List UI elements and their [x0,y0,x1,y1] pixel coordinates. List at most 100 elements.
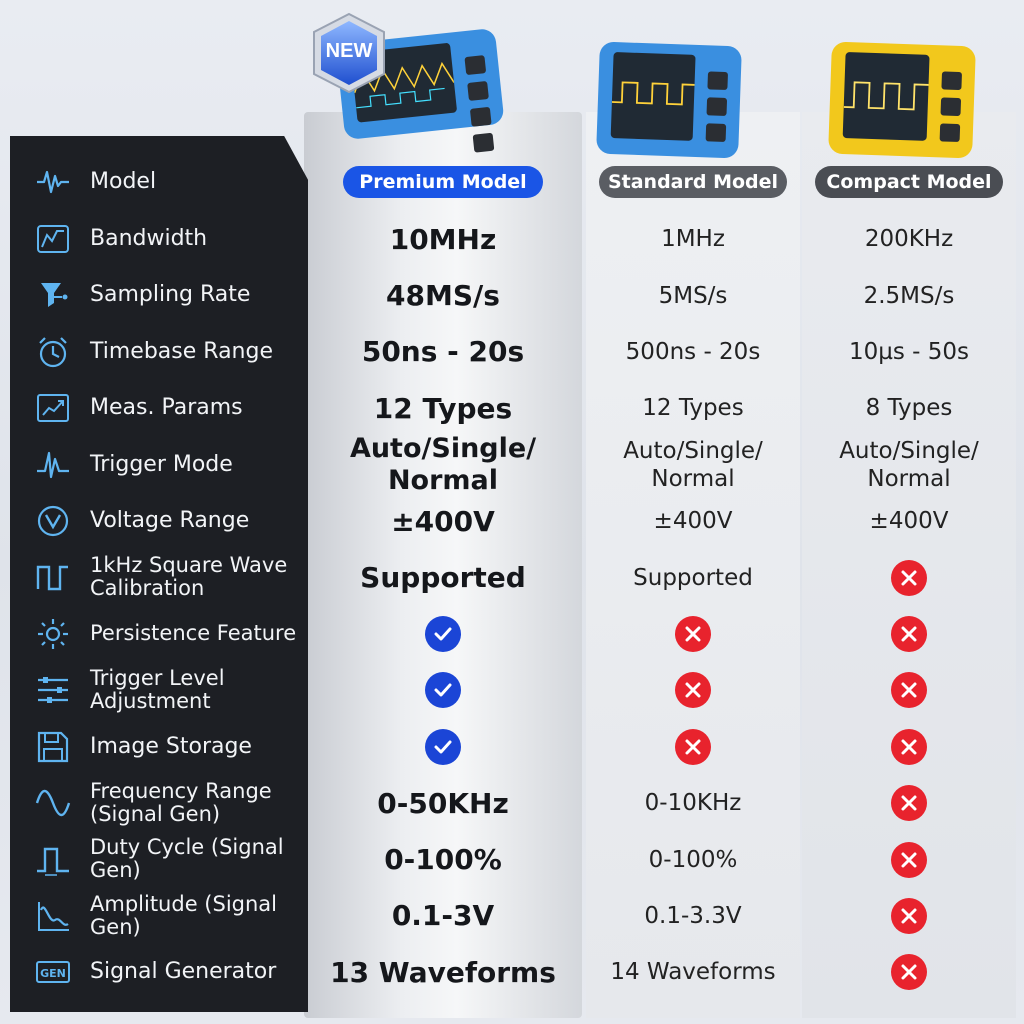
feature-row-label: Amplitude (Signal Gen) [10,888,308,944]
standard-value: 0-10KHz [644,790,742,817]
feature-label: Duty Cycle (Signal Gen) [90,835,284,883]
sine-wave-icon [33,783,73,823]
gen-icon: GEN [33,952,73,992]
trigger-icon [33,445,73,485]
cross-icon [891,615,927,652]
model-header-label: Model [90,169,157,194]
feature-label: Persistence Feature [90,621,297,646]
pulse-icon [33,839,73,879]
feature-row-label: Trigger Mode [10,437,308,493]
premium-value: 10MHz [389,222,497,256]
compact-cross-cell [802,831,1016,887]
standard-value: 5MS/s [658,282,728,309]
feature-row-label: Meas. Params [10,380,308,436]
feature-label: Meas. Params [90,395,243,421]
standard-cross-cell [586,719,800,775]
waveform-icon [33,162,73,202]
compact-model-pill: Compact Model [815,166,1003,198]
new-badge-text: NEW [325,40,373,62]
square-wave-icon [33,557,73,597]
standard-value: 0-100% [648,846,738,873]
model-header-row: Model [10,154,308,210]
feature-row-label: Timebase Range [10,324,308,380]
svg-text:GEN: GEN [40,967,66,980]
feature-label: Trigger Level Adjustment [90,666,225,714]
compact-cross-cell [802,719,1016,775]
feature-row-label: Frequency Range (Signal Gen) [10,775,308,831]
feature-label: Voltage Range [90,508,250,533]
premium-value: ±400V [391,504,495,538]
compact-value: 2.5MS/s [863,282,955,309]
premium-check-cell [304,662,582,718]
feature-row-label: Sampling Rate [10,267,308,323]
feature-label: 1kHz Square Wave Calibration [90,553,288,601]
checkmark-icon [425,615,461,652]
standard-value: Supported [633,564,753,591]
feature-label: Signal Generator [90,959,277,985]
new-badge: NEW [310,12,388,94]
compact-cross-cell [802,944,1016,1000]
feature-row-label: Bandwidth [10,211,308,267]
feature-row-label: 1kHz Square Wave Calibration [10,549,308,605]
premium-value: 48MS/s [386,279,500,313]
standard-value: 500ns - 20s [625,338,761,365]
checkmark-icon [425,728,461,765]
standard-cross-cell [586,662,800,718]
feature-row-label: Image Storage [10,719,308,775]
compact-value: 200KHz [864,226,954,253]
standard-column [586,112,800,1018]
sliders-icon [33,670,73,710]
premium-value: 0.1-3V [391,899,495,933]
feature-label: Bandwidth [90,226,208,251]
premium-column [304,112,582,1018]
chart-trend-icon [33,388,73,428]
sun-icon [33,614,73,654]
cross-icon [675,728,711,765]
standard-oscilloscope [596,41,742,159]
gauge-icon [33,501,73,541]
standard-value: 0.1-3.3V [644,902,742,929]
premium-value: 0-50KHz [377,786,509,820]
cross-icon [891,728,927,765]
compact-value: 10µs - 50s [848,338,970,365]
cross-icon [675,615,711,652]
feature-row-label: Persistence Feature [10,606,308,662]
cross-icon [891,559,927,596]
premium-value: 0-100% [384,843,502,877]
compact-value: 8 Types [865,395,953,422]
checkmark-icon [425,672,461,709]
standard-cross-cell [586,606,800,662]
compact-oscilloscope [828,41,976,159]
compact-cross-cell [802,888,1016,944]
feature-label: Image Storage [90,733,252,759]
premium-value: 50ns - 20s [361,335,525,369]
premium-value: Auto/Single/ Normal [349,432,537,496]
cross-icon [675,672,711,709]
feature-label: Trigger Mode [90,451,233,477]
feature-label: Frequency Range (Signal Gen) [90,779,272,826]
compact-cross-cell [802,662,1016,718]
standard-value: 1MHz [661,226,725,253]
premium-value: Supported [360,561,526,595]
cross-icon [891,897,927,934]
bandwidth-icon [33,219,73,259]
standard-model-pill: Standard Model [599,166,787,198]
premium-oscilloscope [335,27,505,153]
cross-icon [891,841,927,878]
compact-cross-cell [802,606,1016,662]
premium-check-cell [304,719,582,775]
premium-check-cell [304,606,582,662]
feature-row-label: Voltage Range [10,493,308,549]
compact-cross-cell [802,549,1016,605]
cross-icon [891,954,927,991]
compact-value: ±400V [869,508,949,535]
compact-cross-cell [802,775,1016,831]
compact-value: Auto/Single/ Normal [839,437,979,492]
feature-label: Sampling Rate [90,282,251,308]
premium-value: 12 Types [373,391,513,425]
floppy-disk-icon [33,727,73,767]
premium-value: 13 Waveforms [330,955,556,989]
standard-value: 14 Waveforms [610,959,776,986]
cross-icon [891,672,927,709]
premium-model-pill: Premium Model [343,166,543,198]
